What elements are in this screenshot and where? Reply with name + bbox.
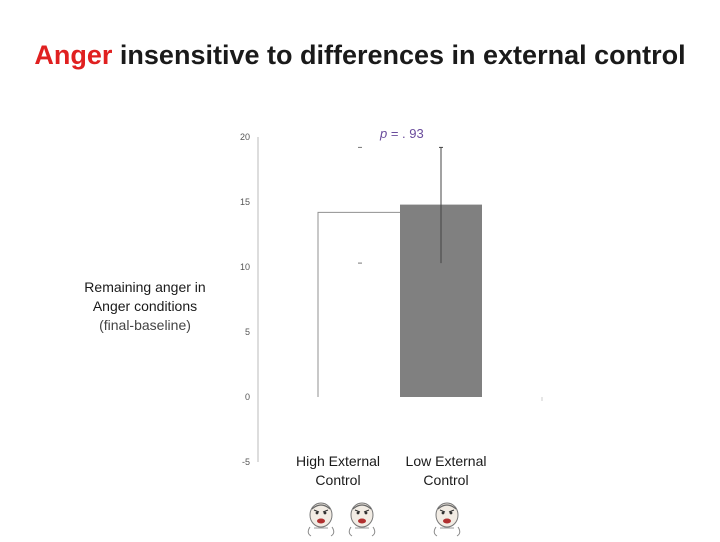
category-label-high-line-1: High External bbox=[295, 453, 381, 469]
title-accent: Anger bbox=[34, 40, 113, 70]
category-label-low-line-2: Control bbox=[423, 472, 469, 488]
y-axis-label: Remaining anger in Anger conditions (fin… bbox=[60, 278, 230, 335]
y-axis-label-line-1: Remaining anger in bbox=[84, 279, 206, 295]
p-letter: p bbox=[379, 126, 387, 141]
y-tick-label: -5 bbox=[242, 457, 250, 467]
category-label-low: Low External Control bbox=[391, 452, 501, 490]
y-tick-label: 5 bbox=[245, 327, 250, 337]
face-icon bbox=[302, 497, 340, 542]
category-label-low-line-1: Low External bbox=[405, 453, 487, 469]
p-value-annotation: p = . 93 bbox=[379, 126, 424, 141]
slide-title: Anger insensitive to differences in exte… bbox=[0, 40, 720, 71]
category-label-high: High External Control bbox=[283, 452, 393, 490]
y-tick-label: 0 bbox=[245, 392, 250, 402]
y-tick-label: 15 bbox=[240, 197, 250, 207]
title-rest: insensitive to differences in external c… bbox=[112, 40, 686, 70]
y-axis-label-line-2: Anger conditions bbox=[92, 298, 198, 314]
y-tick-label: 10 bbox=[240, 262, 250, 272]
y-tick-label: 20 bbox=[240, 132, 250, 142]
category-label-high-line-2: Control bbox=[315, 472, 361, 488]
bar-high-external-control bbox=[317, 211, 400, 397]
face-icon bbox=[343, 497, 381, 542]
face-icon bbox=[428, 497, 466, 542]
p-value: = . 93 bbox=[387, 126, 424, 141]
y-axis-label-line-3: (final-baseline) bbox=[99, 317, 191, 333]
